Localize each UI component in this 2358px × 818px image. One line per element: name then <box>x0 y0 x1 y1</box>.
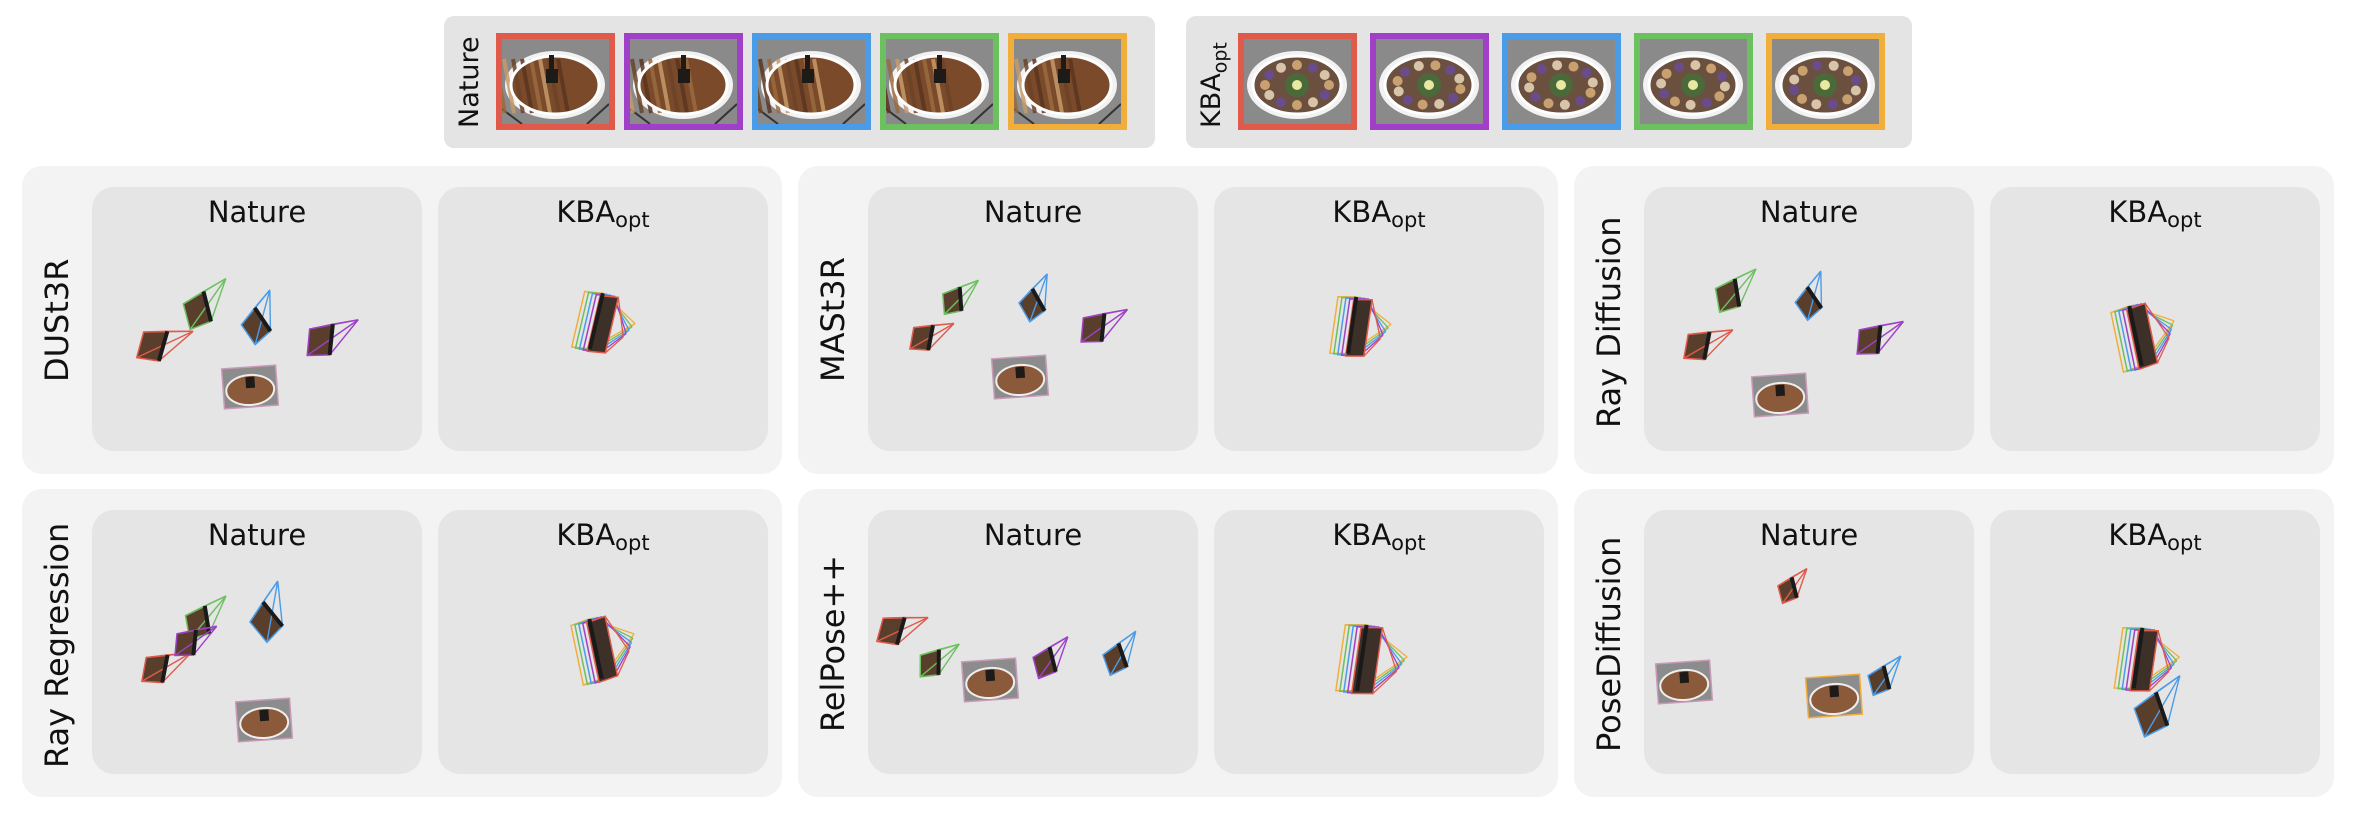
method-panel: Ray Diffusion Nature KBAopt <box>1574 166 2334 474</box>
method-label: RelPose++ <box>814 554 852 732</box>
camera-cluster <box>1334 623 1408 695</box>
camera-frustum <box>240 289 273 346</box>
camera-cluster <box>570 290 636 354</box>
input-thumbnail <box>1766 33 1885 130</box>
camera-pose-plot <box>909 273 1128 400</box>
nature-subpanel: Nature <box>868 510 1198 774</box>
kba-subpanel: KBAopt <box>1990 187 2320 451</box>
subpanel-title: Nature <box>207 518 307 552</box>
camera-pose-plot <box>140 580 294 743</box>
camera-frustum <box>182 277 227 331</box>
kba-subpanel: KBAopt <box>1990 510 2320 774</box>
method-label: Ray Diffusion <box>1590 216 1628 428</box>
input-thumbnail <box>1634 33 1753 130</box>
subpanel-title: Nature <box>983 518 1083 552</box>
subpanel-title: KBAopt <box>556 518 650 555</box>
camera-frustum <box>1018 273 1048 323</box>
subpanel-title: KBAopt <box>556 195 650 232</box>
camera-cluster <box>2110 302 2175 374</box>
kba-subpanel: KBAopt <box>1214 510 1544 774</box>
camera-pose-plot <box>875 616 1137 703</box>
subpanel-title: Nature <box>207 195 307 229</box>
camera-frustum <box>1794 270 1824 322</box>
camera-cluster <box>1329 296 1392 357</box>
camera-image-plane <box>960 657 1020 703</box>
camera-frustum <box>909 322 955 351</box>
camera-pose-plot <box>1654 568 1902 719</box>
camera-image-plane <box>1750 372 1810 418</box>
camera-cluster <box>570 615 635 687</box>
camera-frustum <box>1080 308 1128 343</box>
camera-frustum <box>135 330 194 362</box>
input-thumbnail <box>1502 33 1621 130</box>
camera-frustum <box>1102 630 1137 677</box>
method-label: MASt3R <box>814 257 852 382</box>
camera-frustum <box>1856 320 1904 355</box>
camera-frustum <box>249 580 284 644</box>
input-thumbnail <box>1008 33 1127 130</box>
camera-pose-plot <box>570 290 636 354</box>
camera-pose-plot <box>1682 268 1904 418</box>
camera-frustum <box>1032 636 1069 680</box>
subpanel-title: Nature <box>1759 518 1859 552</box>
camera-frustum <box>1682 329 1734 361</box>
camera-pose-plot <box>570 615 635 687</box>
method-panel: PoseDiffusion Nature KBAopt <box>1574 489 2334 797</box>
kba-subpanel: KBAopt <box>1214 187 1544 451</box>
kba-subpanel: KBAopt <box>438 510 768 774</box>
input-thumbnail <box>496 33 615 130</box>
subpanel-title: KBAopt <box>1332 518 1426 555</box>
camera-image-plane <box>990 354 1050 400</box>
camera-frustum <box>875 616 929 646</box>
nature-subpanel: Nature <box>92 187 422 451</box>
camera-frustum <box>174 625 218 657</box>
nature-subpanel: Nature <box>1644 187 1974 451</box>
camera-frustum <box>941 279 980 316</box>
method-panel: RelPose++ Nature KBAopt <box>798 489 1558 797</box>
method-panel: Ray Regression Nature KBAopt <box>22 489 782 797</box>
camera-image-plane <box>1804 673 1864 719</box>
camera-cluster <box>2113 626 2180 692</box>
input-thumbnail <box>1370 33 1489 130</box>
kba-image-strip: KBAopt <box>1186 16 1912 148</box>
camera-image-plane <box>234 697 294 743</box>
camera-pose-plot <box>135 277 359 410</box>
nature-subpanel: Nature <box>92 510 422 774</box>
camera-frustum <box>2133 675 2181 738</box>
input-thumbnail <box>1238 33 1357 130</box>
camera-frustum <box>1867 655 1902 697</box>
camera-frustum <box>306 319 359 357</box>
camera-frustum <box>1777 568 1808 605</box>
subpanel-title: Nature <box>1759 195 1859 229</box>
camera-pose-plot <box>2113 626 2181 738</box>
camera-pose-plot <box>2110 302 2175 374</box>
camera-pose-plot <box>1329 296 1392 357</box>
strip-label: Nature <box>454 36 485 128</box>
subpanel-title: Nature <box>983 195 1083 229</box>
method-label: PoseDiffusion <box>1590 536 1628 752</box>
camera-frustum <box>919 643 960 678</box>
strip-label: KBAopt <box>1196 42 1232 128</box>
camera-image-plane <box>220 364 280 410</box>
subpanel-title: KBAopt <box>2108 518 2202 555</box>
nature-subpanel: Nature <box>1644 510 1974 774</box>
input-thumbnail <box>752 33 871 130</box>
camera-frustum <box>1714 268 1757 314</box>
subpanel-title: KBAopt <box>1332 195 1426 232</box>
kba-subpanel: KBAopt <box>438 187 768 451</box>
camera-image-plane <box>1654 659 1714 705</box>
input-thumbnail <box>880 33 999 130</box>
method-label: Ray Regression <box>38 522 76 768</box>
nature-subpanel: Nature <box>868 187 1198 451</box>
subpanel-title: KBAopt <box>2108 195 2202 232</box>
input-thumbnail <box>624 33 743 130</box>
method-label: DUSt3R <box>38 258 76 382</box>
nature-image-strip: Nature <box>444 16 1155 148</box>
method-panel: DUSt3R Nature KBAopt <box>22 166 782 474</box>
camera-pose-plot <box>1334 623 1408 695</box>
method-panel: MASt3R Nature KBAopt <box>798 166 1558 474</box>
